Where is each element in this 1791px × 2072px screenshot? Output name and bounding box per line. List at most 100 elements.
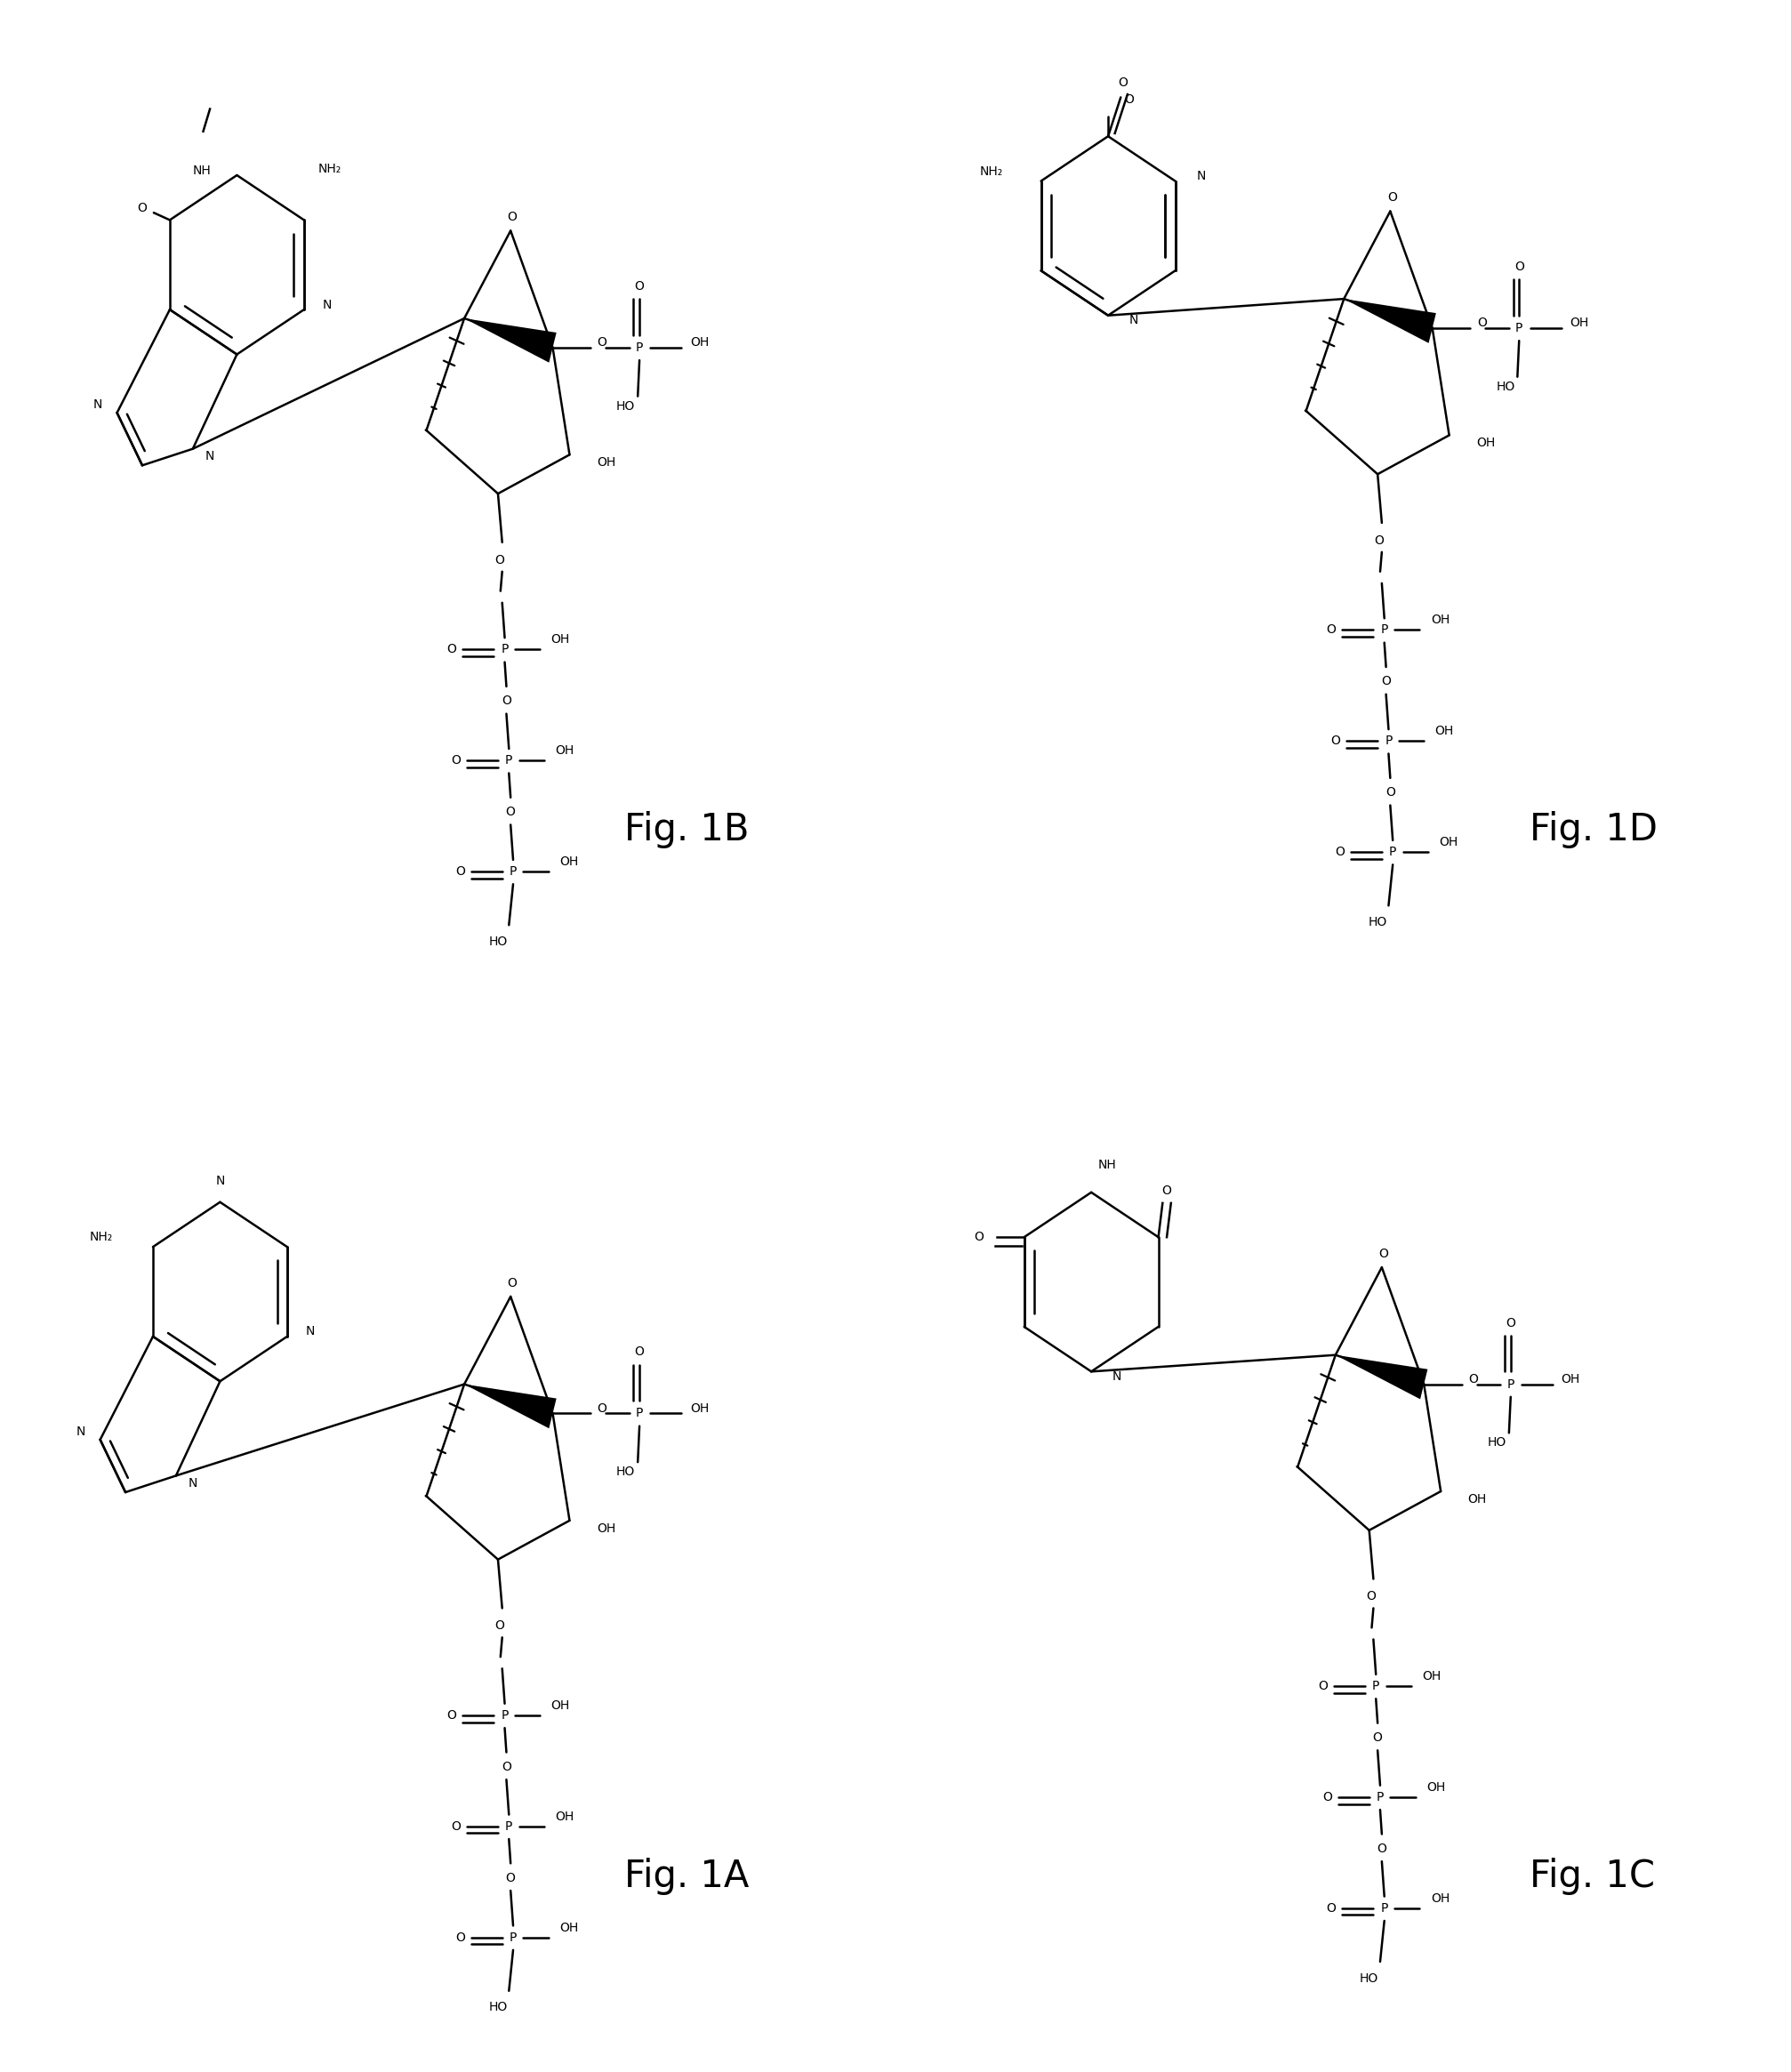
Text: N: N bbox=[306, 1326, 315, 1339]
Text: N: N bbox=[1196, 170, 1205, 182]
Text: O: O bbox=[1322, 1790, 1331, 1803]
Text: P: P bbox=[505, 754, 512, 767]
Text: O: O bbox=[974, 1231, 983, 1243]
Text: O: O bbox=[1381, 675, 1390, 688]
Text: N: N bbox=[322, 298, 331, 311]
Text: O: O bbox=[1325, 1902, 1336, 1915]
Text: O: O bbox=[507, 1276, 518, 1289]
Text: NH: NH bbox=[192, 164, 211, 176]
Text: O: O bbox=[455, 866, 464, 879]
Text: O: O bbox=[451, 1819, 460, 1832]
Text: P: P bbox=[1379, 624, 1388, 636]
Text: P: P bbox=[501, 1709, 509, 1722]
Text: O: O bbox=[494, 1620, 505, 1633]
Text: OH: OH bbox=[1435, 725, 1453, 738]
Text: P: P bbox=[1388, 845, 1395, 858]
Text: HO: HO bbox=[1368, 916, 1386, 928]
Text: P: P bbox=[505, 1819, 512, 1832]
Text: O: O bbox=[634, 280, 645, 292]
Text: OH: OH bbox=[690, 1403, 709, 1415]
Text: OH: OH bbox=[1467, 1494, 1487, 1506]
Text: OH: OH bbox=[559, 1921, 578, 1933]
Text: O: O bbox=[1374, 535, 1383, 547]
Text: NH₂: NH₂ bbox=[980, 166, 1003, 178]
Text: O: O bbox=[446, 1709, 457, 1722]
Polygon shape bbox=[464, 1384, 557, 1428]
Text: O: O bbox=[501, 1761, 510, 1774]
Text: O: O bbox=[507, 211, 518, 224]
Polygon shape bbox=[1334, 1355, 1427, 1399]
Text: NH₂: NH₂ bbox=[90, 1231, 113, 1243]
Text: N: N bbox=[206, 450, 215, 462]
Text: OH: OH bbox=[1422, 1670, 1440, 1682]
Text: O: O bbox=[1365, 1591, 1375, 1604]
Text: O: O bbox=[1377, 1247, 1388, 1260]
Text: OH: OH bbox=[1426, 1782, 1445, 1794]
Text: P: P bbox=[1375, 1790, 1383, 1803]
Text: O: O bbox=[1384, 787, 1395, 800]
Text: OH: OH bbox=[690, 336, 709, 348]
Text: HO: HO bbox=[489, 934, 507, 947]
Polygon shape bbox=[464, 319, 557, 363]
Text: N: N bbox=[1112, 1370, 1121, 1382]
Text: HO: HO bbox=[616, 400, 636, 412]
Text: P: P bbox=[1379, 1902, 1388, 1915]
Text: O: O bbox=[1386, 191, 1395, 203]
Text: O: O bbox=[1504, 1316, 1515, 1328]
Text: P: P bbox=[1515, 321, 1522, 334]
Text: O: O bbox=[455, 1931, 464, 1944]
Text: OH: OH bbox=[555, 1811, 573, 1823]
Polygon shape bbox=[1343, 298, 1435, 344]
Text: O: O bbox=[1123, 93, 1134, 106]
Text: O: O bbox=[1331, 736, 1340, 748]
Text: O: O bbox=[1318, 1680, 1327, 1693]
Text: P: P bbox=[636, 1407, 643, 1419]
Text: O: O bbox=[1161, 1185, 1171, 1198]
Text: O: O bbox=[1469, 1374, 1478, 1386]
Text: N: N bbox=[1128, 315, 1137, 327]
Text: P: P bbox=[1506, 1378, 1513, 1390]
Text: HO: HO bbox=[1495, 381, 1513, 394]
Text: O: O bbox=[1372, 1732, 1381, 1745]
Text: Fig. 1D: Fig. 1D bbox=[1528, 810, 1657, 847]
Text: O: O bbox=[138, 201, 147, 213]
Text: OH: OH bbox=[1438, 837, 1458, 850]
Text: O: O bbox=[501, 694, 510, 707]
Text: OH: OH bbox=[552, 1699, 570, 1711]
Text: N: N bbox=[93, 398, 102, 410]
Text: OH: OH bbox=[1429, 1892, 1449, 1904]
Text: O: O bbox=[505, 1871, 516, 1883]
Text: O: O bbox=[1118, 77, 1128, 89]
Text: O: O bbox=[634, 1347, 645, 1359]
Text: NH: NH bbox=[1098, 1158, 1116, 1171]
Text: O: O bbox=[1513, 261, 1522, 274]
Text: Fig. 1C: Fig. 1C bbox=[1528, 1857, 1653, 1894]
Text: N: N bbox=[75, 1426, 84, 1438]
Text: HO: HO bbox=[1359, 1973, 1377, 1985]
Text: HO: HO bbox=[489, 2002, 507, 2014]
Text: O: O bbox=[505, 806, 516, 818]
Text: NH₂: NH₂ bbox=[317, 164, 340, 176]
Text: N: N bbox=[188, 1477, 197, 1490]
Text: OH: OH bbox=[1560, 1374, 1580, 1386]
Text: N: N bbox=[215, 1175, 224, 1187]
Text: O: O bbox=[1375, 1842, 1386, 1854]
Text: P: P bbox=[509, 866, 516, 879]
Text: OH: OH bbox=[555, 744, 573, 756]
Text: Fig. 1B: Fig. 1B bbox=[623, 810, 749, 847]
Text: O: O bbox=[596, 336, 607, 348]
Text: O: O bbox=[1334, 845, 1343, 858]
Text: P: P bbox=[509, 1931, 516, 1944]
Text: O: O bbox=[451, 754, 460, 767]
Text: O: O bbox=[446, 642, 457, 655]
Text: P: P bbox=[1384, 736, 1392, 748]
Text: OH: OH bbox=[596, 1523, 614, 1535]
Text: P: P bbox=[1372, 1680, 1379, 1693]
Text: OH: OH bbox=[1476, 437, 1494, 450]
Text: O: O bbox=[1476, 317, 1487, 329]
Text: O: O bbox=[1325, 624, 1336, 636]
Text: OH: OH bbox=[559, 856, 578, 868]
Text: O: O bbox=[494, 553, 505, 566]
Text: HO: HO bbox=[1487, 1436, 1506, 1448]
Text: OH: OH bbox=[596, 456, 614, 468]
